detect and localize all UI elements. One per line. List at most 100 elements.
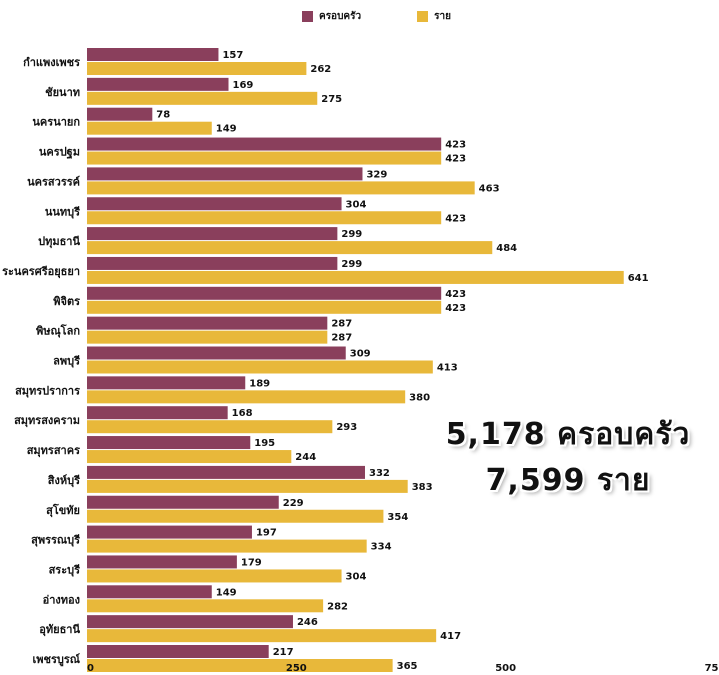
value-label-persons: 423 [445, 154, 466, 165]
value-label-persons: 423 [445, 303, 466, 314]
bar-persons [87, 122, 212, 135]
category-label: นครสวรรค์ [27, 175, 80, 188]
summary-persons: 7,599 ราย [428, 458, 708, 504]
value-label-households: 287 [331, 319, 352, 330]
value-label-households: 304 [346, 199, 367, 210]
value-label-households: 299 [341, 229, 362, 240]
bar-households [87, 347, 346, 360]
bar-households [87, 555, 237, 568]
value-label-households: 179 [241, 557, 262, 568]
bar-households [87, 167, 362, 180]
bar-persons [87, 569, 342, 582]
value-label-persons: 334 [371, 542, 392, 553]
value-label-households: 229 [283, 498, 304, 509]
bar-households [87, 496, 279, 509]
bar-persons [87, 540, 367, 553]
bar-households [87, 138, 441, 151]
bar-households [87, 615, 293, 628]
category-label: สุโขทัย [46, 503, 80, 518]
legend-label-persons: ราย [434, 9, 451, 24]
value-label-households: 309 [350, 349, 371, 360]
bar-households [87, 585, 212, 598]
x-tick-label: 500 [495, 663, 516, 674]
value-label-persons: 293 [336, 422, 357, 433]
value-label-households: 217 [273, 647, 294, 658]
bar-households [87, 257, 337, 270]
bar-persons [87, 241, 492, 254]
value-label-households: 168 [232, 408, 253, 419]
value-label-households: 197 [256, 528, 277, 539]
bar-persons [87, 62, 306, 75]
legend: ครอบครัว ราย [302, 9, 507, 24]
category-label: สมุทรสงคราม [14, 414, 80, 428]
category-label: นครปฐม [39, 146, 80, 160]
bar-persons [87, 510, 383, 523]
category-label: พิจิตร [53, 295, 80, 308]
bar-persons [87, 331, 327, 344]
category-label: กำแพงเพชร [23, 56, 80, 69]
value-label-households: 149 [216, 587, 237, 598]
value-label-households: 169 [233, 80, 254, 91]
category-label: ปทุมธานี [38, 235, 80, 249]
category-label: สมุทรสาคร [27, 444, 80, 458]
bar-households [87, 317, 327, 330]
value-label-persons: 423 [445, 213, 466, 224]
bar-persons [87, 361, 433, 374]
bar-households [87, 645, 269, 658]
bar-persons [87, 92, 317, 105]
category-label: สิงห์บุรี [47, 474, 80, 488]
value-label-persons: 417 [440, 631, 461, 642]
bar-persons [87, 152, 441, 165]
value-label-households: 157 [222, 50, 243, 61]
bar-households [87, 436, 250, 449]
value-label-persons: 275 [321, 94, 342, 105]
value-label-households: 246 [297, 617, 318, 628]
value-label-persons: 282 [327, 601, 348, 612]
bar-persons [87, 420, 332, 433]
category-label: เพชรบูรณ์ [33, 653, 81, 667]
category-label: นครนายก [32, 116, 80, 129]
bar-households [87, 227, 337, 240]
category-label: สมุทรปราการ [15, 384, 80, 398]
category-label: นนทบุรี [45, 205, 80, 219]
bar-households [87, 287, 441, 300]
value-label-persons: 641 [628, 273, 649, 284]
bar-persons [87, 390, 405, 403]
bar-persons [87, 211, 441, 224]
category-label: สระบุรี [49, 563, 81, 577]
category-label: ชัยนาท [45, 86, 80, 99]
value-label-persons: 262 [310, 64, 331, 75]
x-tick-label: 750 [705, 663, 719, 674]
value-label-persons: 149 [216, 124, 237, 135]
summary-households: 5,178 ครอบครัว [428, 412, 708, 458]
value-label-households: 423 [445, 289, 466, 300]
legend-swatch-persons [417, 11, 428, 22]
value-label-persons: 304 [346, 571, 367, 582]
value-label-households: 78 [156, 110, 170, 121]
bar-persons [87, 271, 624, 284]
bar-households [87, 466, 365, 479]
x-tick-label: 250 [286, 663, 307, 674]
bar-households [87, 406, 228, 419]
category-label: สุพรรณบุรี [31, 534, 80, 548]
category-label: อ่างทอง [43, 593, 80, 606]
bar-persons [87, 181, 475, 194]
value-label-persons: 365 [397, 661, 418, 672]
value-label-households: 189 [249, 378, 270, 389]
value-label-persons: 463 [479, 183, 500, 194]
value-label-households: 332 [369, 468, 390, 479]
value-label-persons: 484 [496, 243, 517, 254]
category-label: พิษณุโลก [36, 324, 80, 339]
value-label-persons: 354 [387, 512, 408, 523]
bar-persons [87, 301, 441, 314]
value-label-households: 299 [341, 259, 362, 270]
legend-item-households: ครอบครัว [302, 9, 361, 24]
legend-item-persons: ราย [417, 9, 451, 24]
legend-label-households: ครอบครัว [319, 9, 361, 24]
category-label: อุทัยธานี [39, 623, 80, 637]
bar-persons [87, 629, 436, 642]
value-label-persons: 244 [295, 452, 316, 463]
bar-persons [87, 659, 393, 672]
bar-persons [87, 599, 323, 612]
